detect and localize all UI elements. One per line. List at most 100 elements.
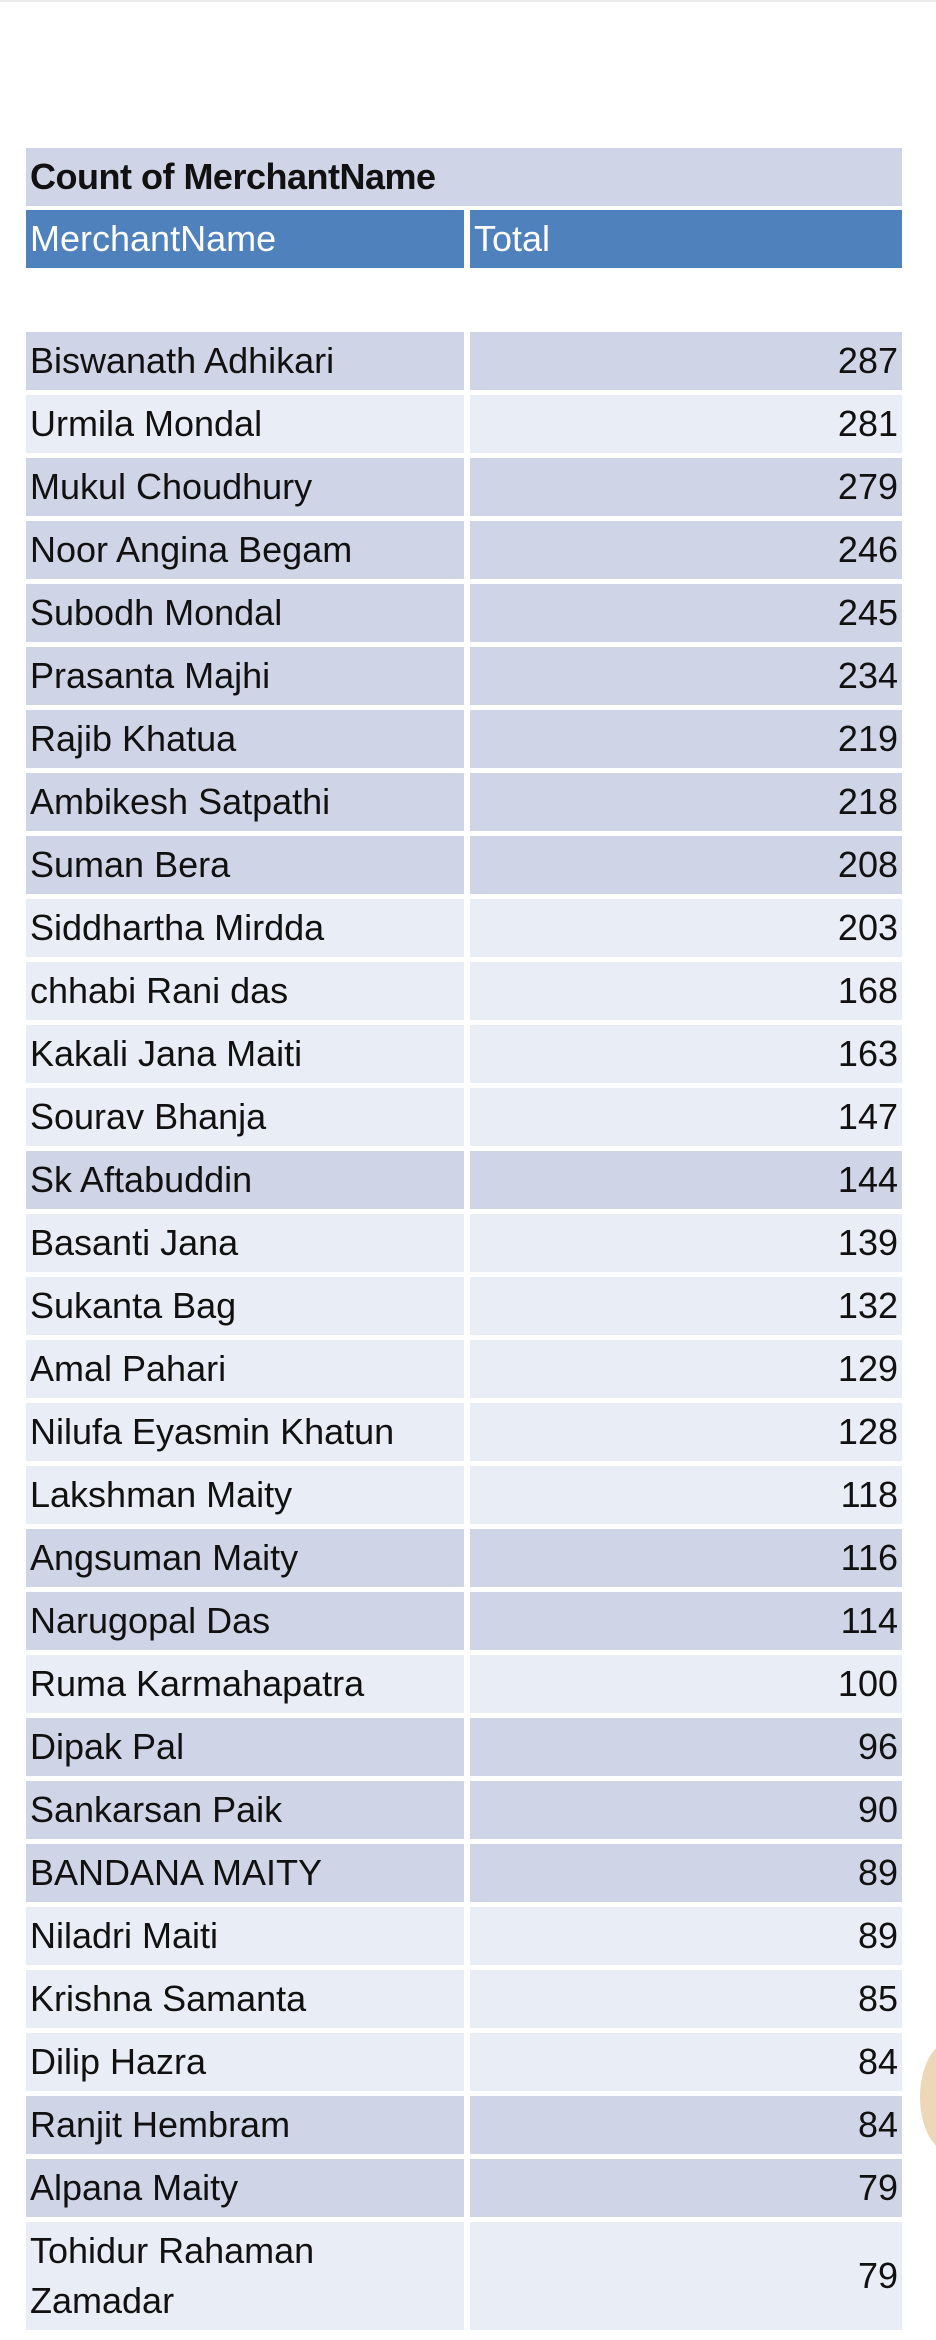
table-row: Sankarsan Paik 90 (26, 1781, 902, 1839)
table-row: Angsuman Maity 116 (26, 1529, 902, 1587)
merchant-name-cell[interactable]: Dilip Hazra (26, 2033, 464, 2091)
table-row: Siddhartha Mirdda 203 (26, 899, 902, 957)
merchant-name-cell[interactable]: Siddhartha Mirdda (26, 899, 464, 957)
merchant-name-cell[interactable]: Mukul Choudhury (26, 458, 464, 516)
table-row: Kakali Jana Maiti 163 (26, 1025, 902, 1083)
merchant-name-cell[interactable]: Noor Angina Begam (26, 521, 464, 579)
total-cell[interactable]: 218 (470, 773, 902, 831)
total-cell[interactable]: 79 (470, 2159, 902, 2217)
merchant-name-cell[interactable]: Kakali Jana Maiti (26, 1025, 464, 1083)
total-cell[interactable]: 287 (470, 332, 902, 390)
table-row: Ambikesh Satpathi 218 (26, 773, 902, 831)
table-row: Tohidur Rahaman Zamadar 79 (26, 2222, 902, 2330)
total-cell[interactable]: 84 (470, 2096, 902, 2154)
merchant-name-cell[interactable]: Prasanta Majhi (26, 647, 464, 705)
merchant-name-cell[interactable]: Lakshman Maity (26, 1466, 464, 1524)
total-cell[interactable]: 245 (470, 584, 902, 642)
total-cell[interactable]: 128 (470, 1403, 902, 1461)
table-row: Noor Angina Begam 246 (26, 521, 902, 579)
total-cell[interactable]: 219 (470, 710, 902, 768)
total-cell[interactable]: 163 (470, 1025, 902, 1083)
merchant-name-cell[interactable]: Sukanta Bag (26, 1277, 464, 1335)
total-cell[interactable]: 84 (470, 2033, 902, 2091)
total-cell[interactable]: 168 (470, 962, 902, 1020)
merchant-name-cell[interactable]: Tohidur Rahaman Zamadar (26, 2222, 464, 2330)
floating-scroll-handle[interactable] (920, 2042, 936, 2152)
total-cell[interactable]: 279 (470, 458, 902, 516)
table-row: Biswanath Adhikari 287 (26, 332, 902, 390)
merchant-name-cell[interactable]: Krishna Samanta (26, 1970, 464, 2028)
total-cell[interactable]: 89 (470, 1907, 902, 1965)
table-row: Prasanta Majhi 234 (26, 647, 902, 705)
table-row: Dipak Pal 96 (26, 1718, 902, 1776)
total-cell[interactable]: 114 (470, 1592, 902, 1650)
total-cell[interactable]: 203 (470, 899, 902, 957)
top-divider (0, 0, 936, 2)
table-row: Rajib Khatua 219 (26, 710, 902, 768)
table-row: Urmila Mondal 281 (26, 395, 902, 453)
total-cell[interactable]: 100 (470, 1655, 902, 1713)
table-row: Niladri Maiti 89 (26, 1907, 902, 1965)
merchant-name-cell[interactable]: Rajib Khatua (26, 710, 464, 768)
total-cell[interactable]: 79 (470, 2222, 902, 2330)
table-row: Ranjit Hembram 84 (26, 2096, 902, 2154)
total-cell[interactable]: 85 (470, 1970, 902, 2028)
table-row: Ruma Karmahapatra 100 (26, 1655, 902, 1713)
total-cell[interactable]: 144 (470, 1151, 902, 1209)
table-row: chhabi Rani das 168 (26, 962, 902, 1020)
merchant-name-cell[interactable]: Niladri Maiti (26, 1907, 464, 1965)
merchant-name-cell[interactable]: Suman Bera (26, 836, 464, 894)
total-cell[interactable]: 89 (470, 1844, 902, 1902)
total-cell[interactable]: 118 (470, 1466, 902, 1524)
merchant-name-cell[interactable]: Sankarsan Paik (26, 1781, 464, 1839)
merchant-name-cell[interactable]: Biswanath Adhikari (26, 332, 464, 390)
merchant-name-cell[interactable]: Subodh Mondal (26, 584, 464, 642)
merchant-name-cell[interactable]: Ruma Karmahapatra (26, 1655, 464, 1713)
table-row: Subodh Mondal 245 (26, 584, 902, 642)
merchant-name-cell[interactable]: Alpana Maity (26, 2159, 464, 2217)
table-row: Amal Pahari 129 (26, 1340, 902, 1398)
total-cell[interactable]: 96 (470, 1718, 902, 1776)
table-row: Mukul Choudhury 279 (26, 458, 902, 516)
merchant-name-cell[interactable]: Sk Aftabuddin (26, 1151, 464, 1209)
table-body: Biswanath Adhikari 287 Urmila Mondal 281 Muk… (26, 332, 902, 2330)
total-cell[interactable]: 139 (470, 1214, 902, 1272)
total-cell[interactable]: 246 (470, 521, 902, 579)
header-row: MerchantName Total (26, 210, 902, 268)
total-cell[interactable]: 116 (470, 1529, 902, 1587)
merchant-name-cell[interactable]: Basanti Jana (26, 1214, 464, 1272)
merchant-name-cell[interactable]: BANDANA MAITY (26, 1844, 464, 1902)
table-row: Nilufa Eyasmin Khatun 128 (26, 1403, 902, 1461)
table-row: Lakshman Maity 118 (26, 1466, 902, 1524)
pivot-title[interactable]: Count of MerchantName (26, 148, 902, 206)
total-cell[interactable]: 90 (470, 1781, 902, 1839)
table-row: Dilip Hazra 84 (26, 2033, 902, 2091)
header-total[interactable]: Total (470, 210, 902, 268)
total-cell[interactable]: 132 (470, 1277, 902, 1335)
blank-row (26, 268, 902, 332)
table-row: Basanti Jana 139 (26, 1214, 902, 1272)
table-row: Narugopal Das 114 (26, 1592, 902, 1650)
table-row: Sk Aftabuddin 144 (26, 1151, 902, 1209)
table-row: Sukanta Bag 132 (26, 1277, 902, 1335)
total-cell[interactable]: 281 (470, 395, 902, 453)
total-cell[interactable]: 129 (470, 1340, 902, 1398)
pivot-table: Count of MerchantName MerchantName Total… (26, 148, 902, 2330)
total-cell[interactable]: 234 (470, 647, 902, 705)
header-merchant-name[interactable]: MerchantName (26, 210, 464, 268)
merchant-name-cell[interactable]: Angsuman Maity (26, 1529, 464, 1587)
merchant-name-cell[interactable]: Amal Pahari (26, 1340, 464, 1398)
table-row: Suman Bera 208 (26, 836, 902, 894)
merchant-name-cell[interactable]: Narugopal Das (26, 1592, 464, 1650)
total-cell[interactable]: 147 (470, 1088, 902, 1146)
table-row: BANDANA MAITY 89 (26, 1844, 902, 1902)
total-cell[interactable]: 208 (470, 836, 902, 894)
merchant-name-cell[interactable]: Sourav Bhanja (26, 1088, 464, 1146)
merchant-name-cell[interactable]: Dipak Pal (26, 1718, 464, 1776)
merchant-name-cell[interactable]: Nilufa Eyasmin Khatun (26, 1403, 464, 1461)
merchant-name-cell[interactable]: Ambikesh Satpathi (26, 773, 464, 831)
merchant-name-cell[interactable]: chhabi Rani das (26, 962, 464, 1020)
merchant-name-cell[interactable]: Ranjit Hembram (26, 2096, 464, 2154)
table-row: Krishna Samanta 85 (26, 1970, 902, 2028)
merchant-name-cell[interactable]: Urmila Mondal (26, 395, 464, 453)
